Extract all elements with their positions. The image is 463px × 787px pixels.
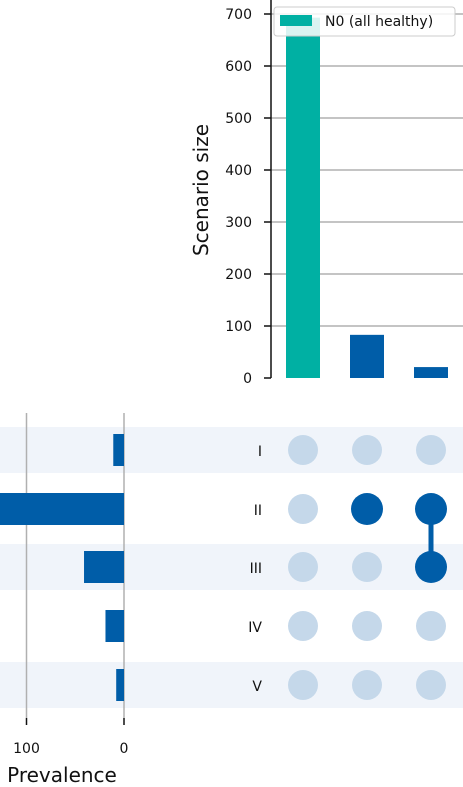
y-tick-label: 400	[225, 163, 252, 179]
size-bar	[350, 334, 384, 378]
prevalence-bar	[113, 434, 124, 466]
matrix-dot-inactive	[352, 611, 382, 641]
y-tick-label: 700	[225, 7, 252, 23]
x-tick-label: 0	[120, 741, 129, 757]
matrix-dot-inactive	[352, 435, 382, 465]
prevalence-x-axis: 100 0	[13, 718, 128, 757]
matrix-dot-inactive	[416, 611, 446, 641]
matrix-dot-active	[351, 493, 383, 525]
y-tick-label: 100	[225, 319, 252, 335]
y-tick-label: 500	[225, 111, 252, 127]
legend: N0 (all healthy)	[273, 6, 456, 37]
row-band	[0, 662, 463, 708]
matrix-dot-inactive	[288, 435, 318, 465]
y-tick-label: 300	[225, 215, 252, 231]
matrix-dot-inactive	[288, 494, 318, 524]
prevalence-bar	[105, 610, 124, 642]
legend-swatch	[280, 15, 312, 26]
row-label: III	[250, 561, 262, 577]
prevalence-bar	[116, 669, 124, 701]
row-label: II	[254, 503, 262, 519]
legend-label: N0 (all healthy)	[325, 14, 433, 30]
matrix-dot-inactive	[288, 670, 318, 700]
size-y-axis: 0 100 200 300 400 500 600 700	[225, 0, 272, 387]
row-band	[0, 544, 463, 590]
row-label: I	[258, 444, 262, 460]
matrix-dot-inactive	[352, 670, 382, 700]
intersection-matrix	[288, 435, 447, 700]
row-label: V	[252, 679, 262, 695]
y-tick-label: 200	[225, 267, 252, 283]
matrix-dot-inactive	[416, 435, 446, 465]
row-bands	[0, 427, 463, 708]
matrix-dot-active	[415, 551, 447, 583]
prevalence-bar	[0, 493, 124, 525]
size-bar	[286, 17, 320, 378]
x-tick-label: 100	[13, 741, 40, 757]
prevalence-bars	[0, 434, 124, 701]
matrix-dot-active	[415, 493, 447, 525]
prevalence-x-axis-label: Prevalence	[7, 763, 117, 787]
matrix-dot-inactive	[416, 670, 446, 700]
size-y-axis-label: Scenario size	[189, 124, 213, 256]
size-bars	[286, 17, 448, 378]
matrix-dot-inactive	[288, 552, 318, 582]
y-tick-label: 0	[243, 371, 252, 387]
prevalence-bar	[84, 551, 124, 583]
legend-box	[273, 6, 456, 37]
matrix-dot-inactive	[288, 611, 318, 641]
row-label: IV	[248, 620, 262, 636]
size-bar	[414, 367, 448, 378]
row-band	[0, 427, 463, 473]
y-tick-label: 600	[225, 59, 252, 75]
matrix-dot-inactive	[352, 552, 382, 582]
